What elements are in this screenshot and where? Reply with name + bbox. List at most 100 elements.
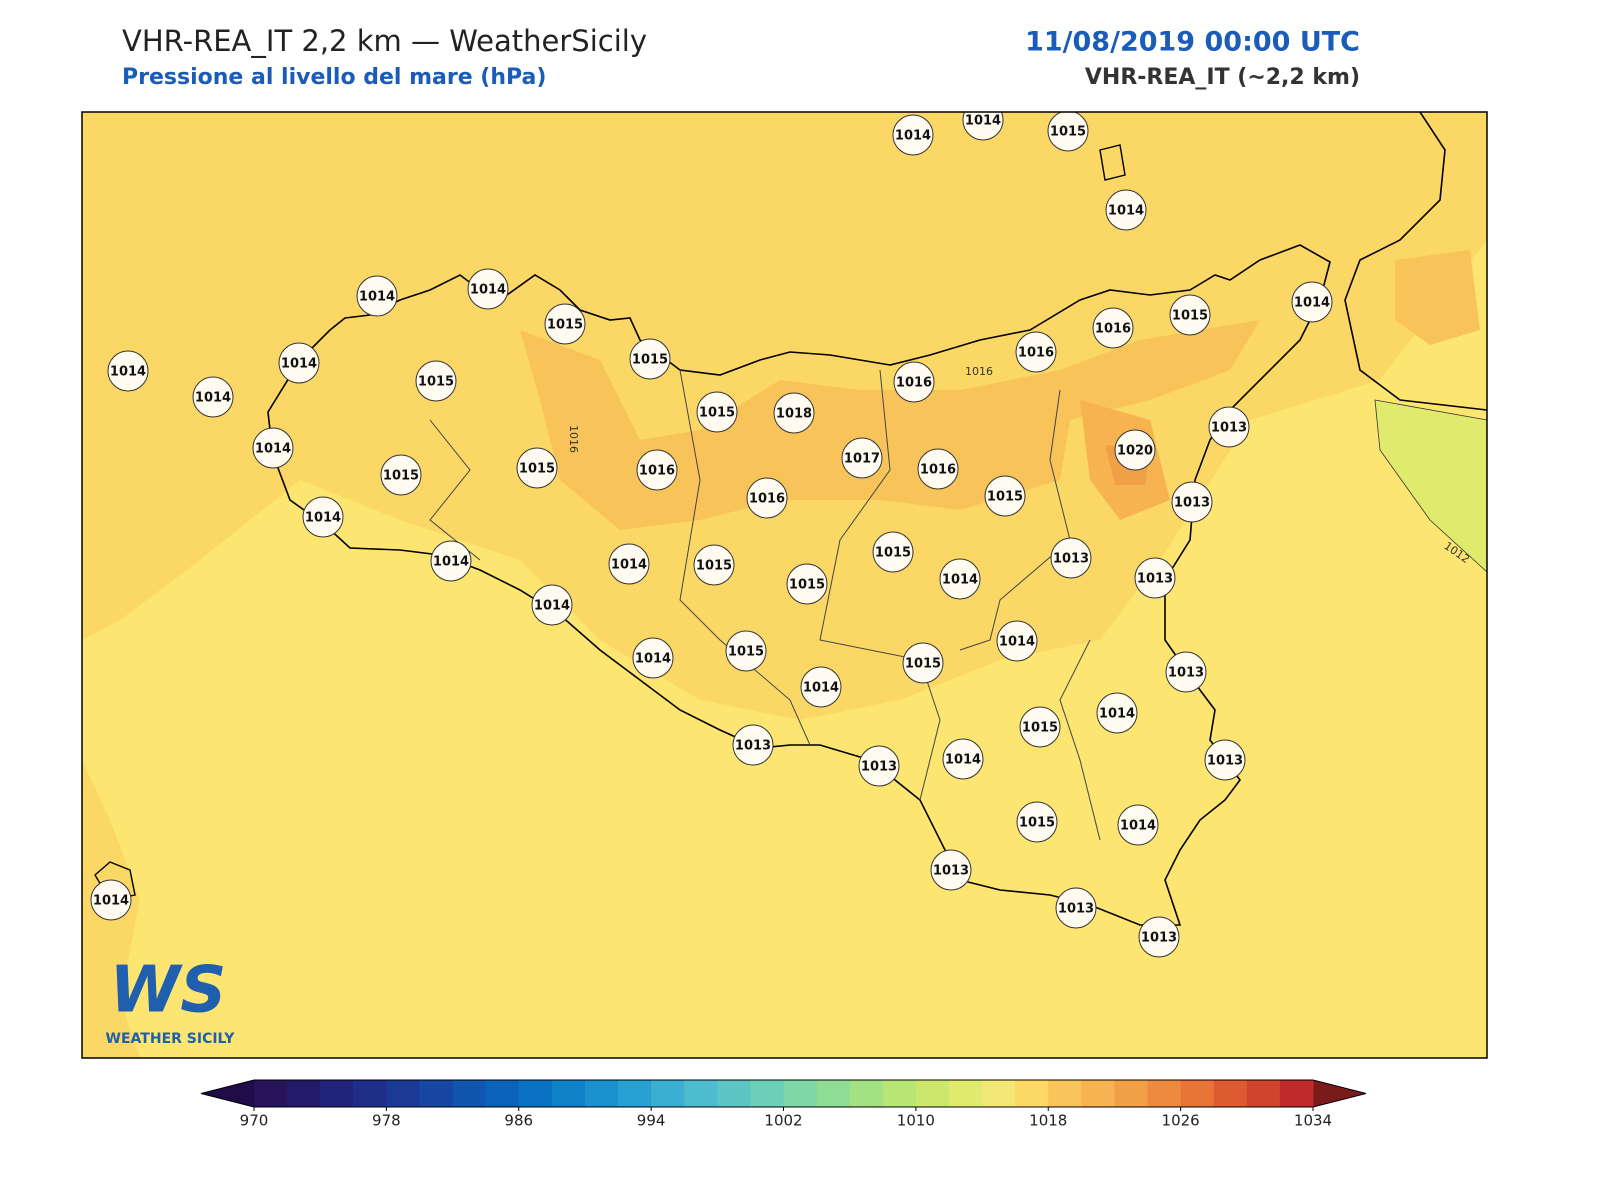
station-marker: [800, 666, 842, 708]
station-value: 1013: [735, 739, 771, 754]
station-value: 1014: [803, 681, 839, 696]
station-value: 1013: [1053, 552, 1089, 567]
logo-mark: WS: [110, 954, 227, 1028]
station-marker: [930, 849, 972, 891]
station-marker: [1134, 557, 1176, 599]
station-value: 1018: [776, 407, 812, 422]
station-value: 1014: [433, 555, 469, 570]
station-marker: [892, 114, 934, 156]
station-marker: [1117, 804, 1159, 846]
station-marker: [608, 543, 650, 585]
station-marker: [192, 376, 234, 418]
station-value: 1015: [905, 657, 941, 672]
station-marker: [1050, 537, 1092, 579]
station-value: 1014: [1120, 819, 1156, 834]
station-marker: [415, 360, 457, 402]
station-value: 1017: [844, 452, 880, 467]
colorbar-bin: [254, 1080, 288, 1107]
colorbar-bin: [816, 1080, 851, 1107]
station-marker: [858, 745, 900, 787]
station-marker: [1015, 331, 1057, 373]
colorbar-bin: [684, 1080, 718, 1107]
station-marker: [632, 637, 674, 679]
colorbar-bin: [551, 1080, 586, 1107]
contour-label: 1016: [965, 365, 993, 378]
colorbar-bin: [750, 1080, 784, 1107]
station-value: 1013: [1137, 572, 1173, 587]
colorbar-tick-label: 1018: [1029, 1112, 1067, 1130]
station-value: 1015: [519, 462, 555, 477]
station-marker: [1204, 739, 1246, 781]
station-value: 1015: [1050, 125, 1086, 140]
pressure-field: [520, 320, 1260, 530]
station-value: 1015: [632, 353, 668, 368]
station-value: 1015: [383, 469, 419, 484]
station-marker: [942, 738, 984, 780]
colorbar-tick-label: 978: [372, 1112, 401, 1130]
colorbar-tick-label: 1026: [1162, 1112, 1200, 1130]
station-value: 1015: [547, 318, 583, 333]
model-label: VHR-REA_IT (~2,2 km): [1085, 65, 1360, 90]
station-value: 1013: [1168, 666, 1204, 681]
station-value: 1014: [945, 753, 981, 768]
station-marker: [893, 361, 935, 403]
station-value: 1013: [1058, 902, 1094, 917]
station-marker: [1047, 112, 1089, 152]
station-marker: [302, 496, 344, 538]
colorbar-extend: [1313, 1080, 1366, 1107]
colorbar-bin: [717, 1080, 751, 1107]
station-value: 1014: [942, 573, 978, 588]
station-value: 1014: [534, 599, 570, 614]
colorbar-bin: [882, 1080, 917, 1107]
station-value: 1014: [999, 635, 1035, 650]
pressure-field: [1374, 399, 1487, 573]
colorbar-bin: [1114, 1080, 1149, 1107]
station-marker: [1019, 706, 1061, 748]
station-marker: [917, 448, 959, 490]
station-marker: [746, 477, 788, 519]
station-marker: [1165, 651, 1207, 693]
station-value: 1013: [933, 864, 969, 879]
station-value: 1014: [281, 357, 317, 372]
colorbar-bin: [1015, 1080, 1049, 1107]
station-marker: [725, 630, 767, 672]
station-value: 1014: [1099, 707, 1135, 722]
colorbar-bin: [1180, 1080, 1215, 1107]
station-value: 1014: [965, 114, 1001, 129]
station-value: 1014: [470, 283, 506, 298]
station-marker: [786, 563, 828, 605]
station-value: 1015: [699, 406, 735, 421]
station-marker: [516, 447, 558, 489]
station-value: 1014: [195, 391, 231, 406]
station-marker: [1171, 481, 1213, 523]
datetime: 11/08/2019 00:00 UTC: [1025, 27, 1360, 58]
title: VHR-REA_IT 2,2 km — WeatherSicily: [122, 24, 647, 58]
colorbar-bin: [452, 1080, 487, 1107]
station-marker: [732, 724, 774, 766]
station-marker: [430, 540, 472, 582]
colorbar-bin: [618, 1080, 652, 1107]
station-value: 1016: [1095, 322, 1131, 337]
colorbar-bin: [783, 1080, 818, 1107]
station-marker: [902, 642, 944, 684]
contour-label: 1016: [567, 425, 580, 453]
station-marker: [1016, 801, 1058, 843]
colorbar-bin: [518, 1080, 553, 1107]
station-marker: [696, 391, 738, 433]
colorbar-bin: [320, 1080, 354, 1107]
station-marker: [1169, 294, 1211, 336]
station-marker: [278, 342, 320, 384]
station-value: 1014: [635, 652, 671, 667]
station-value: 1016: [639, 464, 675, 479]
colorbar-tick-label: 994: [637, 1112, 666, 1130]
station-marker: [841, 437, 883, 479]
colorbar-bin: [419, 1080, 454, 1107]
colorbar-tick-label: 970: [240, 1112, 269, 1130]
station-marker: [107, 350, 149, 392]
colorbar-bin: [1081, 1080, 1115, 1107]
colorbar-bin: [1147, 1080, 1182, 1107]
station-value: 1014: [359, 290, 395, 305]
station-marker: [252, 427, 294, 469]
station-value: 1015: [789, 578, 825, 593]
